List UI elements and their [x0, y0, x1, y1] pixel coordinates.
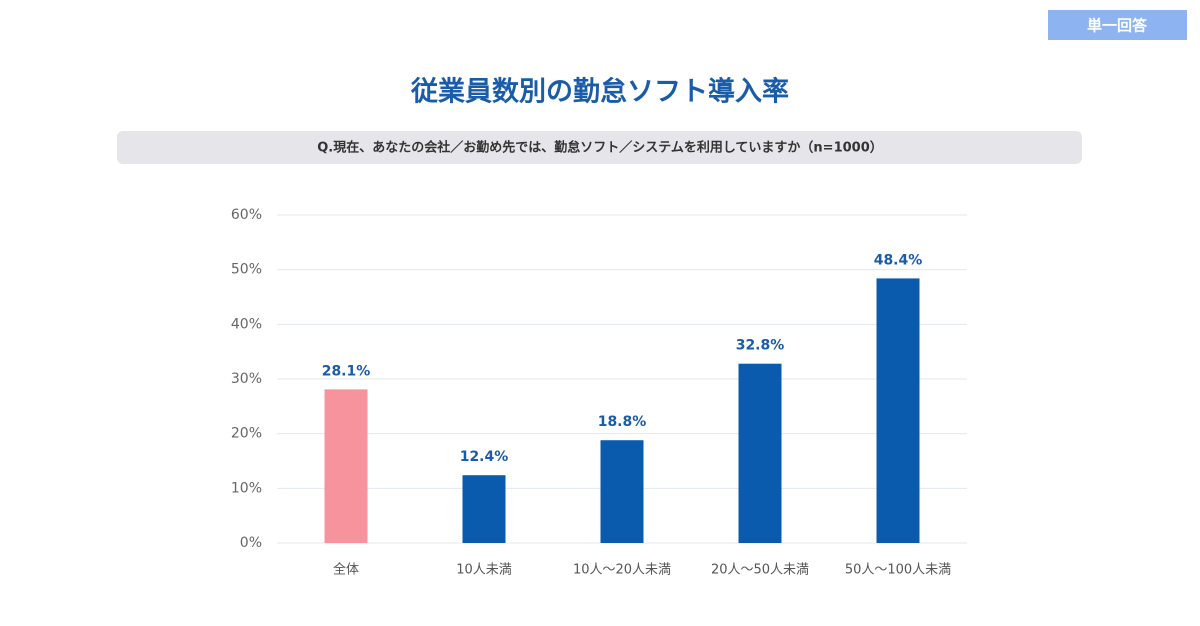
value-label: 12.4% — [460, 449, 509, 465]
value-label: 18.8% — [598, 414, 647, 430]
x-tick-label: 10人〜20人未満 — [573, 563, 671, 578]
x-tick-label: 50人〜100人未満 — [845, 563, 951, 578]
y-tick-label: 40% — [231, 316, 262, 332]
x-tick-label: 10人未満 — [456, 563, 512, 578]
subtitle: Q.現在、あなたの会社／お勤め先では、勤怠ソフト／システムを利用していますか（n… — [317, 140, 883, 156]
bar — [876, 278, 920, 543]
y-tick-label: 0% — [240, 535, 262, 551]
bar — [600, 440, 644, 543]
badge-box — [1048, 10, 1187, 40]
bar — [738, 363, 782, 543]
subtitle-box — [117, 131, 1082, 164]
chart-title: 従業員数別の勤怠ソフト導入率 — [410, 76, 789, 108]
x-tick-label: 20人〜50人未満 — [711, 563, 809, 578]
badge: 単一回答 — [1087, 17, 1148, 35]
y-tick-label: 30% — [231, 371, 262, 387]
y-tick-label: 60% — [231, 207, 262, 223]
value-label: 28.1% — [322, 363, 371, 379]
y-tick-label: 50% — [231, 262, 262, 278]
y-tick-label: 20% — [231, 426, 262, 442]
value-label: 32.8% — [736, 338, 785, 354]
y-tick-label: 10% — [231, 480, 262, 496]
value-label: 48.4% — [874, 252, 923, 268]
x-tick-label: 全体 — [333, 562, 359, 578]
bar — [462, 475, 506, 543]
bar — [324, 389, 368, 543]
